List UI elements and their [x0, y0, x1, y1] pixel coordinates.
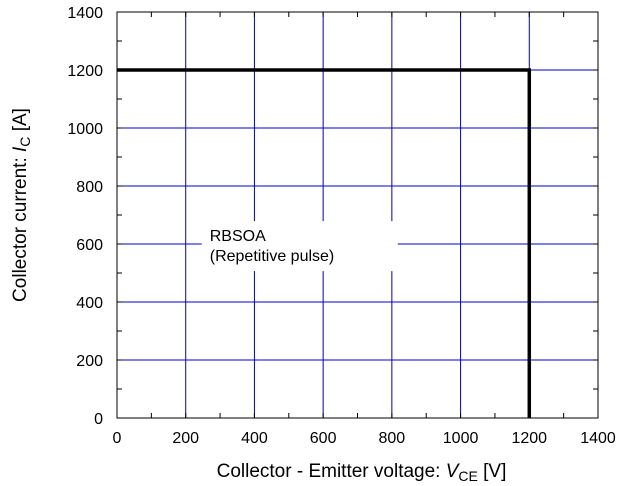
x-axis-title: Collector - Emitter voltage: VCE [V]: [217, 461, 507, 484]
x-tick-label: 1400: [580, 430, 616, 447]
y-axis-title-prefix: Collector current:: [10, 152, 31, 302]
x-axis-title-subscript: CE: [458, 468, 477, 484]
y-axis-title-subscript: C: [17, 137, 33, 147]
y-tick-label: 1400: [67, 5, 103, 22]
y-tick-label: 200: [76, 353, 103, 370]
plot-frame: [116, 11, 599, 419]
y-axis-title-suffix: [A]: [10, 108, 31, 137]
y-tick-label: 600: [76, 237, 103, 254]
annotation-line-repetitive-pulse: (Repetitive pulse): [210, 248, 335, 265]
x-tick-label: 400: [241, 430, 268, 447]
series-layer: [117, 68, 532, 418]
minor-ticks: [117, 12, 598, 418]
x-tick-label: 1200: [511, 430, 547, 447]
x-axis-title-suffix: [V]: [478, 461, 507, 482]
annotation-line-rbsoa: RBSOA: [210, 228, 266, 245]
x-tick-label: 200: [172, 430, 199, 447]
y-tick-label: 800: [76, 179, 103, 196]
x-tick-label: 800: [379, 430, 406, 447]
grid-layer: [117, 12, 598, 418]
y-tick-label: 1000: [67, 121, 103, 138]
y-tick-label: 400: [76, 295, 103, 312]
y-axis-title-symbol: I: [10, 146, 31, 152]
y-tick-label: 1200: [67, 63, 103, 80]
annotation-background: [201, 221, 398, 272]
x-tick-labels: 0 200 400 600 800 1000 1200 1400: [113, 430, 616, 447]
x-tick-label: 600: [310, 430, 337, 447]
rbsoa-boundary-line: [117, 68, 532, 418]
x-axis-title-symbol: V: [446, 461, 461, 482]
y-axis-title: Collector current: IC [A]: [10, 108, 33, 302]
x-axis-title-prefix: Collector - Emitter voltage:: [217, 461, 446, 482]
x-tick-label: 1000: [443, 430, 479, 447]
y-tick-labels: 0 200 400 600 800 1000 1200 1400: [67, 5, 103, 428]
y-tick-label: 0: [94, 411, 103, 428]
x-tick-label: 0: [113, 430, 122, 447]
